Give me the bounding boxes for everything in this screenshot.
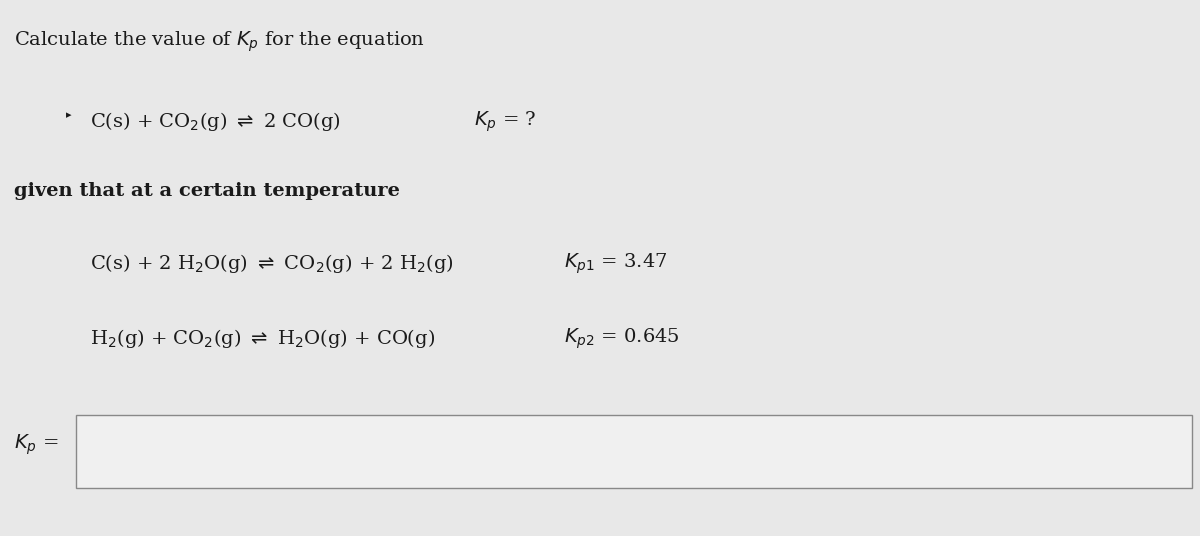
Text: given that at a certain temperature: given that at a certain temperature bbox=[14, 182, 401, 200]
Text: $K_p$ =: $K_p$ = bbox=[14, 433, 59, 457]
Text: C(s) + CO$_2$(g) $\rightleftharpoons$ 2 CO(g): C(s) + CO$_2$(g) $\rightleftharpoons$ 2 … bbox=[90, 110, 341, 133]
Text: ▸: ▸ bbox=[66, 110, 72, 120]
Text: $K_{p1}$ = 3.47: $K_{p1}$ = 3.47 bbox=[564, 252, 667, 277]
Text: $K_p$ = ?: $K_p$ = ? bbox=[474, 110, 536, 135]
Text: Calculate the value of $K_p$ for the equation: Calculate the value of $K_p$ for the equ… bbox=[14, 29, 426, 54]
Text: $K_{p2}$ = 0.645: $K_{p2}$ = 0.645 bbox=[564, 327, 679, 352]
Text: C(s) + 2 H$_2$O(g) $\rightleftharpoons$ CO$_2$(g) + 2 H$_2$(g): C(s) + 2 H$_2$O(g) $\rightleftharpoons$ … bbox=[90, 252, 454, 275]
Text: H$_2$(g) + CO$_2$(g) $\rightleftharpoons$ H$_2$O(g) + CO(g): H$_2$(g) + CO$_2$(g) $\rightleftharpoons… bbox=[90, 327, 436, 350]
FancyBboxPatch shape bbox=[76, 415, 1192, 488]
